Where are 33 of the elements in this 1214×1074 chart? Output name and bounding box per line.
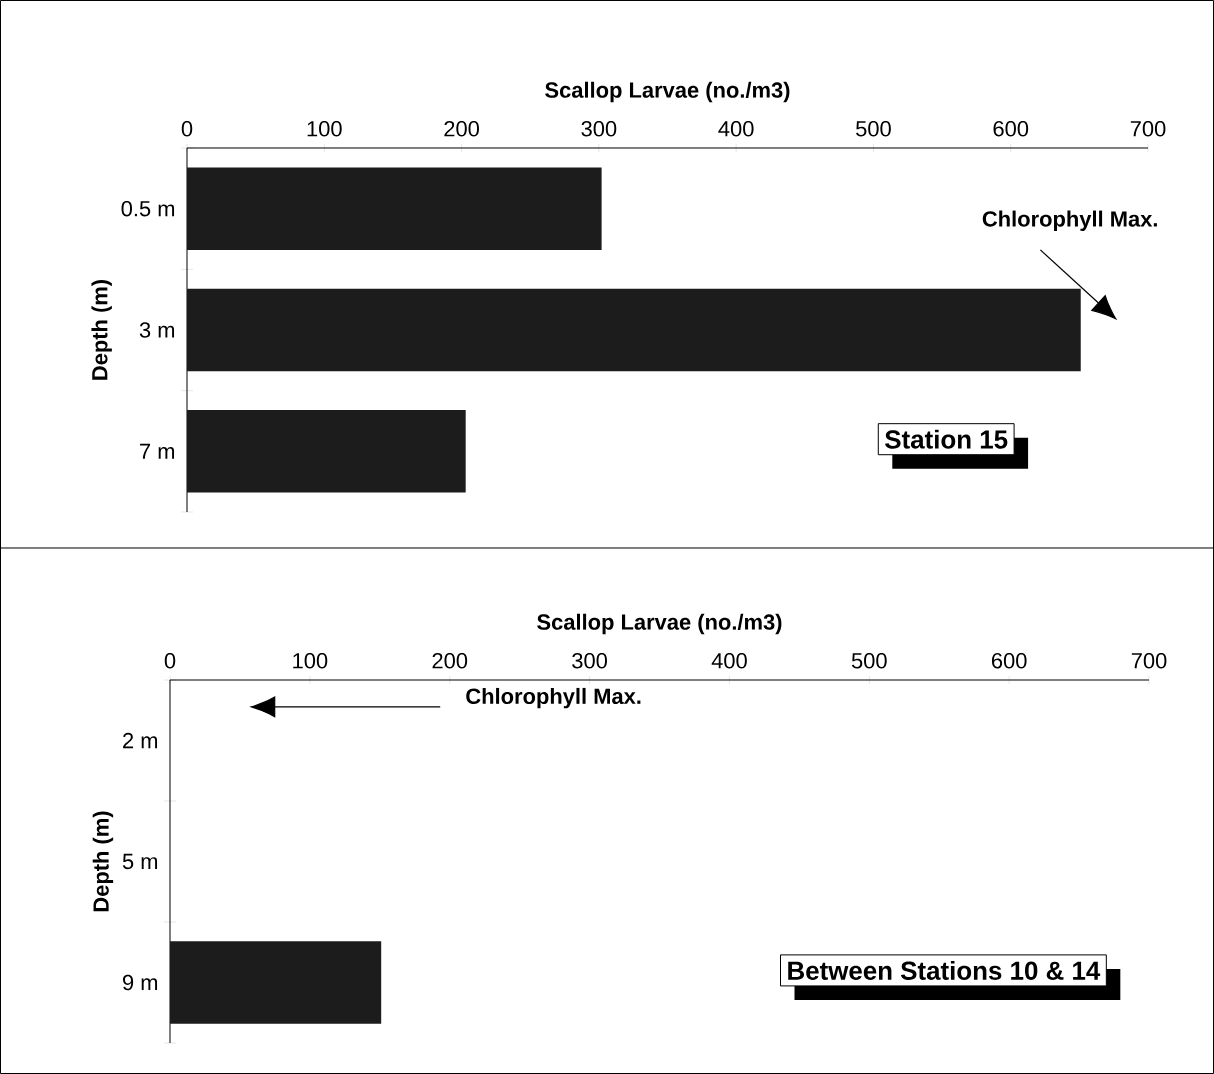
- bar: [187, 410, 466, 493]
- annotation: Chlorophyll Max.: [982, 210, 1157, 231]
- annotation: Between Stations 10 & 14: [788, 960, 1101, 980]
- x-tick-label: 500: [851, 652, 887, 669]
- x-tick-label: 200: [432, 652, 468, 669]
- x-tick-label: 500: [856, 120, 891, 137]
- bar: [187, 288, 1081, 372]
- y-axis-title: Depth (m): [92, 811, 114, 912]
- y-axis-title: Depth (m): [91, 279, 112, 380]
- x-tick-label: 700: [1131, 652, 1167, 669]
- x-tick-label: 200: [444, 120, 479, 137]
- x-tick-label: 400: [711, 652, 747, 669]
- y-tick-label: 5 m: [122, 853, 158, 870]
- x-tick-label: 100: [293, 652, 328, 669]
- annotation: Chlorophyll Max.: [466, 687, 641, 709]
- x-tick-label: 300: [581, 120, 617, 137]
- x-axis-title: Scallop Larvae (no./m3): [545, 81, 790, 103]
- x-tick-label: 300: [572, 652, 607, 669]
- y-tick-label: 7 m: [140, 443, 175, 459]
- x-tick-label: 100: [307, 120, 342, 137]
- y-tick-label: 9 m: [122, 974, 158, 991]
- annotation: Station 15: [885, 429, 1008, 449]
- y-tick-label: 3 m: [139, 322, 175, 338]
- x-tick-label: 600: [991, 652, 1027, 669]
- x-tick-label: 700: [1130, 120, 1166, 137]
- y-tick-label: 2 m: [123, 732, 158, 749]
- y-tick-label: 0.5 m: [121, 200, 175, 217]
- x-tick-label: 600: [993, 120, 1029, 137]
- x-tick-label: 0: [164, 652, 176, 669]
- x-axis-title: Scallop Larvae (no./m3): [537, 613, 782, 635]
- x-tick-label: 400: [718, 120, 754, 137]
- bar: [187, 167, 602, 250]
- x-tick-label: 0: [181, 120, 193, 137]
